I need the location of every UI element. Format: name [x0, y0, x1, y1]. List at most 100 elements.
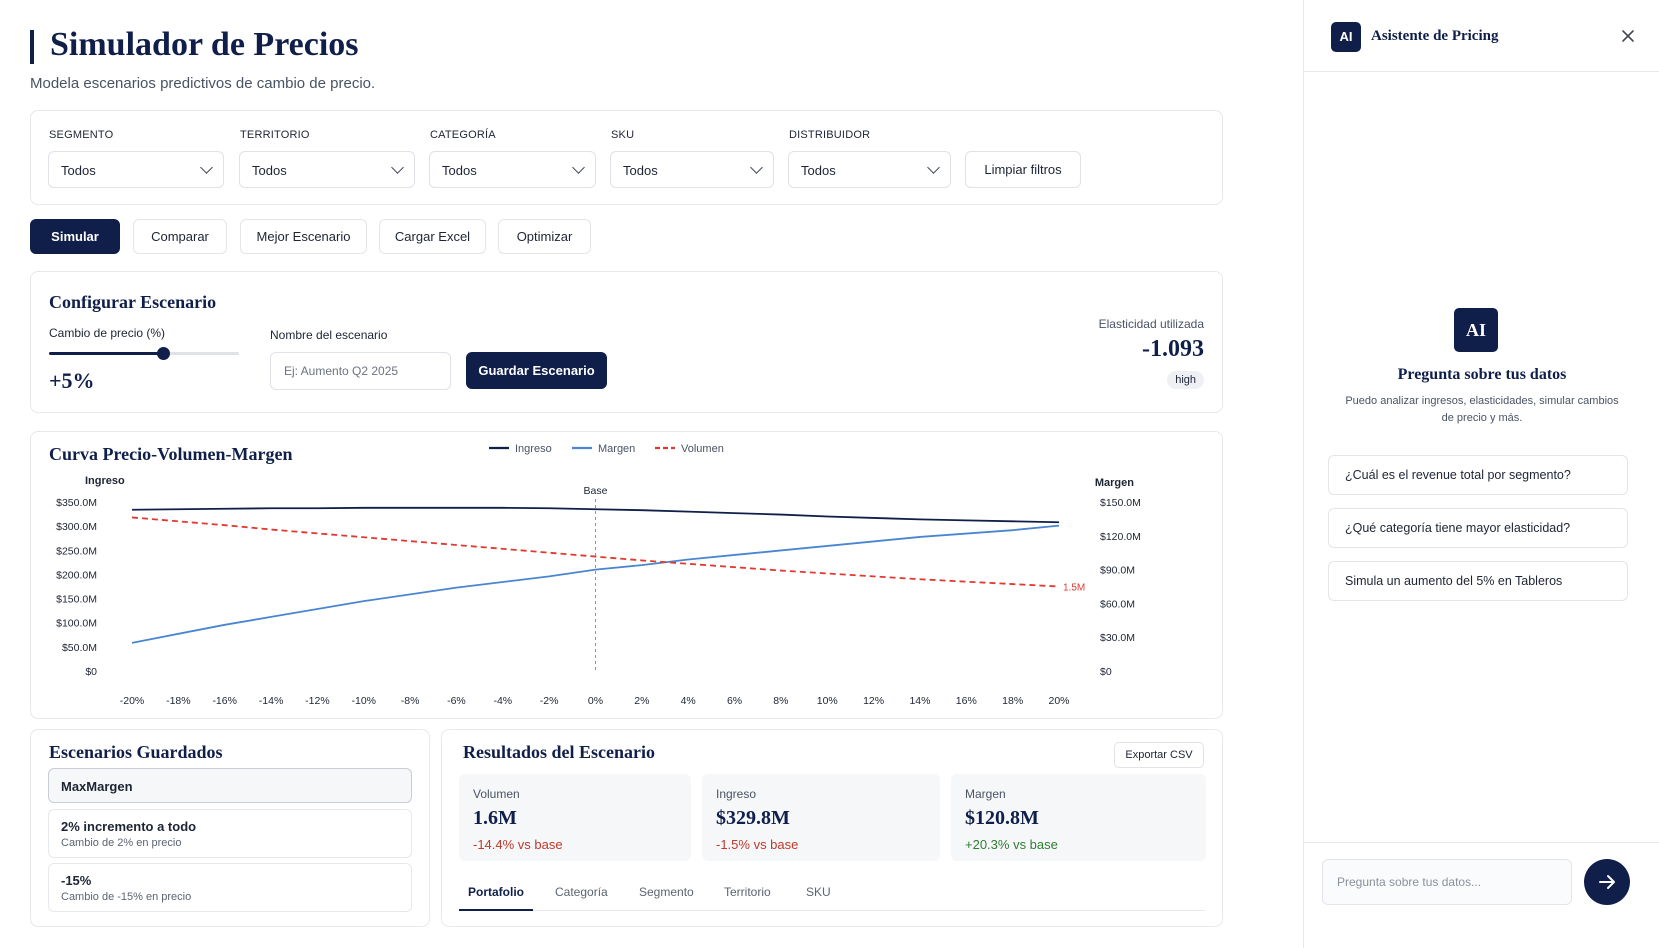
scenario-name-label: Nombre del escenario — [270, 328, 388, 342]
x-tick-label: -10% — [351, 695, 376, 707]
filter-select-segmento[interactable]: Todos — [48, 151, 224, 188]
series-line-margen — [131, 524, 1060, 644]
filter-label-distribuidor: DISTRIBUIDOR — [789, 129, 871, 141]
suggestion-button[interactable]: ¿Qué categoría tiene mayor elasticidad? — [1328, 508, 1628, 548]
y-left-tick-label: $300.0M — [56, 521, 97, 533]
x-tick-label: 4% — [681, 695, 696, 707]
y-right-tick-label: $30.0M — [1100, 632, 1135, 644]
metric-label: Margen — [965, 787, 1006, 801]
y-right-tick-label: $60.0M — [1100, 598, 1135, 610]
chevron-down-icon — [750, 161, 763, 174]
metric-value: 1.6M — [473, 807, 517, 829]
x-tick-label: -18% — [166, 695, 191, 707]
page-title: Simulador de Precios — [50, 26, 359, 63]
scenario-name-input[interactable]: Ej: Aumento Q2 2025 — [270, 352, 451, 390]
saved-scenario-item[interactable]: MaxMargen — [48, 768, 412, 803]
scenario-config-card: Configurar Escenario Cambio de precio (%… — [30, 271, 1223, 413]
assistant-sidebar: AI Asistente de Pricing AI Pregunta sobr… — [1303, 0, 1659, 948]
metric-label: Volumen — [473, 787, 520, 801]
x-tick-label: 0% — [588, 695, 603, 707]
chevron-down-icon — [200, 161, 213, 174]
elasticity-badge: high — [1167, 371, 1204, 389]
y-left-tick-label: $200.0M — [56, 569, 97, 581]
filters-card: SEGMENTO Todos TERRITORIO Todos CATEGORÍ… — [30, 110, 1223, 205]
y-left-tick-label: $50.0M — [62, 642, 97, 654]
tab-portafolio[interactable]: Portafolio — [468, 885, 524, 899]
metric-value: $120.8M — [965, 807, 1039, 829]
saved-scenario-title: MaxMargen — [61, 779, 133, 794]
ai-logo-large: AI — [1454, 308, 1498, 352]
x-tick-label: 18% — [1002, 695, 1023, 707]
tab-territorio[interactable]: Territorio — [724, 885, 771, 899]
title-accent-bar — [30, 30, 34, 64]
y-right-tick-label: $0 — [1100, 666, 1112, 678]
chart-svg: Ingreso Margen $0 $50.0M $100.0M $150.0M $200.… — [56, 443, 1141, 707]
close-button[interactable] — [1618, 26, 1638, 46]
volume-end-label: 1.5M — [1063, 583, 1085, 594]
tab-sku[interactable]: SKU — [806, 885, 831, 899]
simulate-button[interactable]: Simular — [30, 219, 120, 254]
slider-thumb[interactable] — [157, 347, 170, 360]
suggestion-button[interactable]: Simula un aumento del 5% en Tableros — [1328, 561, 1628, 601]
x-tick-label: 6% — [727, 695, 742, 707]
save-scenario-button[interactable]: Guardar Escenario — [466, 352, 607, 389]
sidebar-footer: Pregunta sobre tus datos... — [1304, 842, 1659, 948]
results-title: Resultados del Escenario — [463, 742, 656, 762]
clear-filters-button[interactable]: Limpiar filtros — [965, 151, 1081, 188]
page-subtitle: Modela escenarios predictivos de cambio … — [30, 75, 376, 92]
x-tick-label: -6% — [447, 695, 466, 707]
tab-segmento[interactable]: Segmento — [639, 885, 694, 899]
base-label: Base — [584, 485, 608, 497]
send-button[interactable] — [1584, 859, 1630, 905]
slider-fill — [49, 352, 163, 355]
metric-delta: -1.5% vs base — [716, 837, 799, 852]
best-scenario-button[interactable]: Mejor Escenario — [240, 219, 367, 254]
sidebar-heading: Pregunta sobre tus datos — [1397, 366, 1567, 383]
filter-label-sku: SKU — [611, 129, 635, 141]
legend-label-margen: Margen — [598, 443, 635, 455]
left-axis-title: Ingreso — [85, 475, 125, 487]
filter-label-categoria: CATEGORÍA — [430, 129, 496, 141]
filter-select-distribuidor[interactable]: Todos — [788, 151, 951, 188]
saved-scenario-title: -15% — [61, 873, 92, 888]
tab-categoria[interactable]: Categoría — [555, 885, 608, 899]
export-csv-button[interactable]: Exportar CSV — [1114, 742, 1204, 768]
sidebar-title: Asistente de Pricing — [1371, 28, 1499, 44]
x-tick-label: -14% — [259, 695, 284, 707]
compare-button[interactable]: Comparar — [133, 219, 227, 254]
saved-scenario-item[interactable]: -15% Cambio de -15% en precio — [48, 863, 412, 912]
x-tick-label: 16% — [956, 695, 977, 707]
metric-revenue: Ingreso $329.8M -1.5% vs base — [702, 774, 940, 861]
sidebar-description: Puedo analizar ingresos, elasticidades, … — [1345, 395, 1619, 424]
saved-scenarios-card: Escenarios Guardados MaxMargen 2% increm… — [30, 729, 430, 927]
price-volume-margin-chart: Curva Precio-Volumen-Margen Ingreso Marge… — [30, 431, 1223, 719]
saved-title: Escenarios Guardados — [49, 742, 223, 762]
filter-select-categoria[interactable]: Todos — [429, 151, 596, 188]
x-tick-label: 10% — [817, 695, 838, 707]
saved-scenario-sub: Cambio de -15% en precio — [61, 891, 192, 903]
x-tick-label: -20% — [120, 695, 145, 707]
suggestion-button[interactable]: ¿Cuál es el revenue total por segmento? — [1328, 455, 1628, 495]
optimize-button[interactable]: Optimizar — [498, 219, 591, 254]
saved-scenario-item[interactable]: 2% incremento a todo Cambio de 2% en pre… — [48, 809, 412, 858]
series-line-ingreso — [131, 506, 1060, 524]
filter-value: Todos — [801, 163, 836, 178]
metric-label: Ingreso — [716, 787, 757, 801]
filter-value: Todos — [61, 163, 96, 178]
main-panel: Simulador de Precios Modela escenarios p… — [30, 26, 1223, 927]
filter-value: Todos — [252, 163, 287, 178]
load-excel-button[interactable]: Cargar Excel — [379, 219, 486, 254]
metric-margin: Margen $120.8M +20.3% vs base — [951, 774, 1206, 861]
filter-select-sku[interactable]: Todos — [610, 151, 774, 188]
legend-label-ingreso: Ingreso — [515, 443, 552, 455]
filter-label-territorio: TERRITORIO — [240, 129, 310, 141]
filter-select-territorio[interactable]: Todos — [239, 151, 415, 188]
y-left-tick-label: $350.0M — [56, 497, 97, 509]
active-tab-indicator — [459, 909, 533, 911]
chat-input[interactable]: Pregunta sobre tus datos... — [1322, 859, 1572, 905]
close-icon — [1622, 30, 1634, 42]
x-tick-label: -2% — [540, 695, 559, 707]
price-change-slider[interactable] — [49, 347, 239, 360]
metric-volume: Volumen 1.6M -14.4% vs base — [459, 774, 691, 861]
saved-scenario-title: 2% incremento a todo — [61, 819, 197, 834]
